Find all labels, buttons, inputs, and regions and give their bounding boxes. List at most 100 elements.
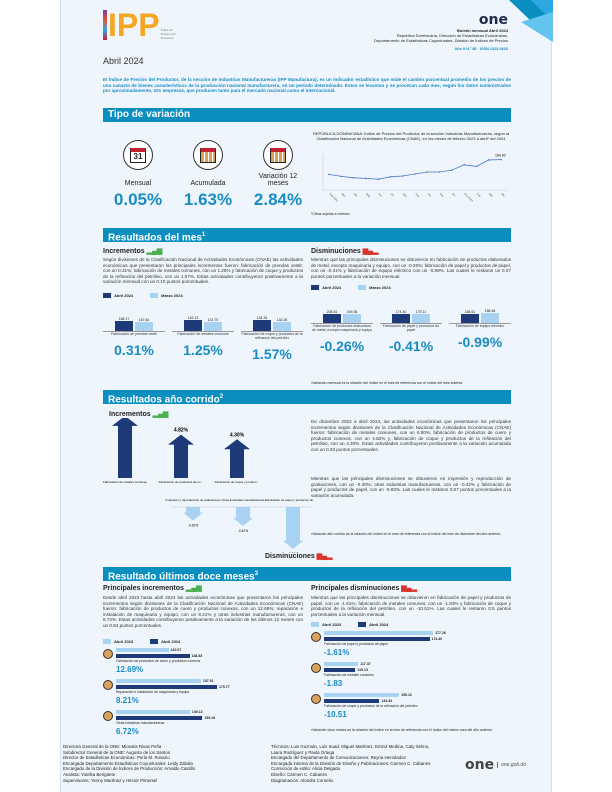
report-month: Abril 2024	[103, 56, 144, 66]
percent-change: -0.41%	[388, 338, 434, 355]
bar-previous	[343, 313, 361, 324]
mes-footnote: ¹Variación mensual es la relación del ín…	[311, 381, 464, 385]
increments-heading: Incrementos ▂▄▆	[103, 248, 163, 255]
hbar-item: 132.07 148.83 Fabricación de productos d…	[103, 647, 303, 674]
bar-value: 174.40	[431, 637, 443, 642]
up-arrow	[224, 439, 250, 478]
bar-2023	[116, 678, 201, 683]
x-tick-label: Jul	[390, 192, 395, 197]
data-point	[426, 171, 429, 173]
x-tick-label: Abr	[353, 192, 359, 198]
x-tick-label: Mar	[341, 192, 347, 198]
percent-change: 0.31%	[114, 341, 154, 358]
down-arrow	[283, 507, 303, 549]
decrease-label: Fabricación de papel y productos de pape…	[265, 498, 313, 502]
bar-category-label: Fabricación de productos de cuero y prod…	[116, 658, 201, 663]
mes-inc-bars: 168.17 167.64 Fabricación de prendas ves…	[103, 300, 303, 362]
percent-change: -1.83	[324, 679, 343, 689]
bar-chart-down-icon: ▆▄▂	[316, 553, 333, 560]
bar-value: 150.12	[401, 693, 412, 698]
bar-chart-up-icon: ▂▄▆	[152, 411, 169, 418]
bar-group: 134.34 132.26 Fabricación de coque y pro…	[241, 300, 303, 362]
bar-category-label: Fabricación de equipo eléctrico	[455, 324, 505, 329]
x-tick-label: Ene 2024	[463, 192, 474, 203]
metal-icon	[311, 663, 321, 674]
paper-icon	[311, 632, 321, 643]
increase-label: Fabricación de productos de cu…	[159, 480, 204, 484]
doce-footnote: ³Variación doce meses es la relación del…	[311, 728, 493, 732]
footer-logo: one one.gob.do	[465, 757, 526, 773]
bar-current	[392, 314, 410, 324]
legend: Abril 2023 Abril 2024	[311, 622, 511, 628]
bar-previous	[481, 312, 499, 324]
bar-previous	[135, 321, 153, 331]
one-logo: one	[465, 757, 495, 773]
bar-value: 175.11	[415, 309, 427, 314]
data-point	[352, 177, 355, 179]
increase-value: 4.30%	[230, 432, 245, 438]
bar-previous	[204, 321, 222, 331]
percent-change: -10.51	[324, 710, 347, 720]
corner-decoration	[509, 0, 553, 42]
x-tick-label: Feb 2023	[328, 192, 339, 203]
decrease-value: -0.42%	[238, 529, 248, 533]
bar-category-label: Fabricación de papel y productos de pape…	[382, 324, 440, 333]
anio-increments-heading: Incrementos ▂▄▆	[109, 411, 169, 418]
bar-value: 134.34	[381, 699, 393, 704]
oil-icon	[311, 694, 321, 705]
bar-2024	[116, 684, 217, 689]
variation-acumulada: Acumulada 1.63%	[173, 140, 243, 210]
bar-value: 134.34	[256, 315, 268, 320]
bar-2023	[324, 662, 359, 667]
bar-current	[115, 321, 133, 331]
bar-value: 209.36	[346, 309, 358, 314]
increase-label: Fabricación de coque y product…	[215, 480, 260, 484]
doce-inc-bars: 132.07 148.83 Fabricación de productos d…	[103, 647, 303, 736]
series-line	[328, 159, 502, 180]
factory-icon	[103, 710, 113, 721]
percent-change: -0.26%	[319, 338, 365, 355]
website-link[interactable]: one.gob.do	[497, 762, 526, 768]
bar-current	[461, 314, 479, 324]
data-label: 164.60	[495, 154, 506, 158]
decrease-value: -0.93%	[288, 552, 298, 553]
data-point	[401, 175, 404, 177]
bar-current	[253, 319, 271, 331]
machinery-icon	[103, 679, 113, 690]
bar-value: 170.77	[218, 684, 230, 689]
data-point	[487, 159, 490, 161]
percent-change: 12.69%	[116, 664, 144, 674]
increase-value: 4.82%	[174, 428, 189, 434]
increase-label: Fabricación de metales comunes	[103, 480, 148, 484]
x-tick-label: Abr	[500, 192, 506, 198]
intro-paragraph: El Índice de Precios del Productor, de l…	[103, 77, 511, 94]
decrease-label: Impresión y reproducción de grabaciones	[165, 498, 221, 502]
bar-value: 157.91	[202, 678, 214, 683]
percent-change: 8.21%	[116, 695, 139, 705]
hbar-item: 157.91 170.77 Reparación e instalación d…	[103, 678, 303, 705]
bar-current	[184, 320, 202, 331]
bar-category-label: Fabricación de prendas vestir	[111, 331, 157, 336]
down-arrow	[183, 507, 203, 521]
anio-footnote: ²Variación año corrido es la relación de…	[311, 532, 502, 536]
data-point	[328, 173, 330, 176]
bar-previous	[273, 321, 291, 331]
percent-change: -0.99%	[457, 334, 503, 351]
bar-group: 168.17 167.64 Fabricación de prendas ves…	[103, 300, 165, 362]
data-point	[377, 178, 379, 180]
bar-2023	[324, 631, 434, 636]
bar-2024	[116, 653, 190, 658]
data-point	[438, 171, 441, 173]
bar-value: 177.26	[435, 631, 446, 636]
bar-2023	[324, 693, 400, 698]
hbar-item: 150.12 134.34 Fabricación de coque y pro…	[311, 692, 511, 719]
x-tick-label: Nov	[439, 192, 446, 199]
calendar-clock-icon	[193, 140, 223, 170]
decrease-label: Otras industrias manufactureras	[222, 498, 265, 502]
bar-group: 208.81 209.36 Fabricación de productos e…	[311, 292, 373, 354]
doce-disminuciones: Principales disminuciones ▆▄▂ Mientras q…	[311, 585, 511, 720]
x-tick-label: Mar	[488, 192, 494, 198]
hbar-item: 117.37 115.13 Fabricación de metales com…	[311, 661, 511, 688]
x-tick-label: Oct	[427, 192, 433, 198]
anio-arrow-chart: 6.90%Fabricación de metales comunes4.82%…	[103, 418, 313, 553]
